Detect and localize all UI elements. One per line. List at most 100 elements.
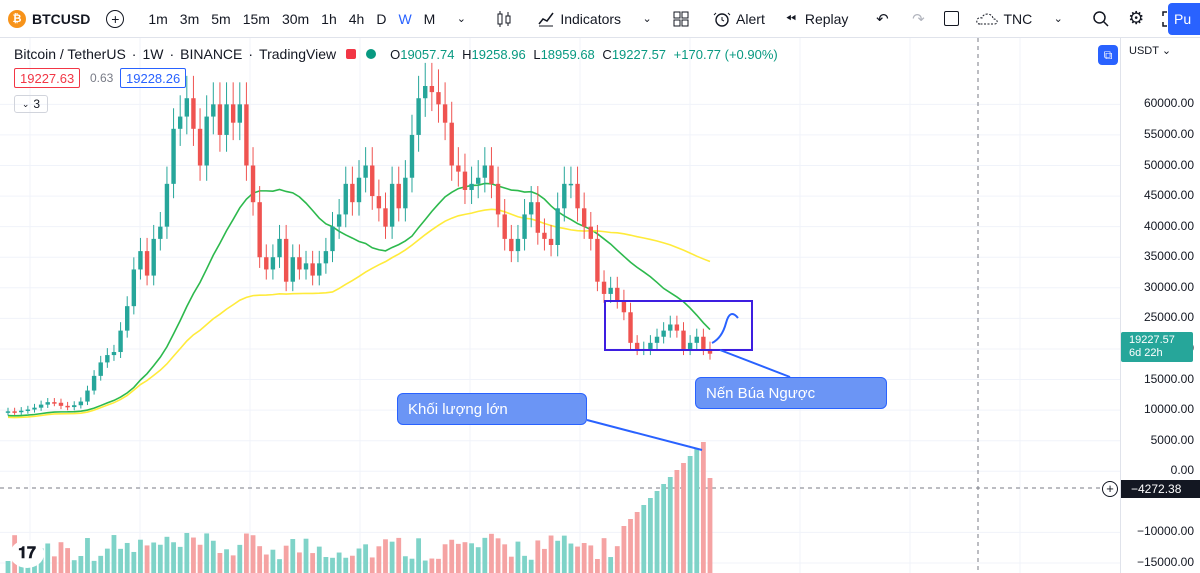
chart-type-button[interactable] (487, 0, 521, 38)
undo-button[interactable]: ↶ (864, 0, 900, 38)
candlesticks (5, 62, 713, 416)
candle-body (476, 177, 481, 184)
volume-bar (588, 545, 594, 573)
symbol-name: BTCUSD (32, 10, 91, 27)
candle-body (528, 202, 534, 215)
alarm-clock-icon (713, 12, 731, 27)
candle-body (270, 257, 276, 270)
add-crosshair-icon[interactable]: + (1102, 481, 1118, 497)
publish-button[interactable]: Pu (1168, 3, 1200, 35)
indicators-icon (538, 12, 554, 26)
market-closed-icon (346, 49, 357, 59)
volume-bar (65, 548, 71, 573)
candle-body (204, 116, 209, 166)
gear-icon: ⚙ (1128, 8, 1145, 28)
ask-price[interactable]: 19228.26 (120, 68, 187, 88)
layout-dropdown[interactable]: ⌄ (1040, 0, 1076, 38)
timeframe-5m[interactable]: 5m (211, 10, 231, 27)
volume-bar (469, 543, 474, 573)
volume-bar (157, 544, 163, 573)
candle-body (409, 134, 415, 178)
rewind-icon: ⏪︎ (785, 10, 797, 26)
layouts-button[interactable] (665, 0, 697, 38)
replay-button[interactable]: ⏪︎ Replay (773, 0, 857, 38)
volume-bar (548, 535, 554, 573)
volume-bar (118, 548, 123, 573)
volume-bar (667, 477, 673, 573)
candle-body (336, 214, 342, 227)
volume-callout-pointer (586, 419, 703, 451)
candle-body (389, 183, 395, 227)
candle-body (548, 238, 554, 245)
price-tick: 30000.00 (1143, 279, 1194, 294)
volume-callout[interactable]: Khối lượng lớn (397, 393, 587, 425)
candle-body (171, 128, 176, 184)
candle-body (356, 177, 362, 203)
search-button[interactable] (1084, 0, 1118, 38)
layout-name-button[interactable]: TNC (967, 0, 1040, 38)
volume-bar (224, 549, 229, 573)
volume-bar (482, 537, 488, 573)
candle-body (191, 98, 196, 129)
volume-bar (204, 533, 210, 573)
candle-body (111, 352, 117, 356)
price-tick: 0.00 (1170, 463, 1194, 478)
candle-body (681, 330, 686, 349)
sync-chart-icon[interactable]: ⧉ (1098, 45, 1118, 65)
volume-bar (542, 548, 547, 573)
volume-bar (581, 543, 587, 573)
price-tick: 5000.00 (1150, 432, 1194, 447)
candle-body (58, 402, 64, 406)
alert-button[interactable]: Alert (705, 0, 773, 38)
candle-body (370, 165, 375, 197)
templates-dropdown[interactable]: ⌄ (629, 0, 665, 38)
timeframe-W[interactable]: W (398, 10, 412, 27)
tradingview-logo-icon[interactable]: 𝟏𝟕 (10, 540, 44, 568)
timeframe-D[interactable]: D (376, 10, 387, 27)
indicators-collapse-button[interactable]: ⌄ 3 (14, 95, 48, 113)
timeframe-3m[interactable]: 3m (179, 10, 200, 27)
candle-body (158, 226, 163, 239)
candle-body (648, 342, 653, 349)
volume-bar (363, 544, 369, 573)
candle-body (495, 183, 501, 215)
price-tick: 35000.00 (1143, 249, 1194, 264)
volume-bar (409, 558, 415, 573)
timeframe-4h[interactable]: 4h (348, 10, 365, 27)
redo-button[interactable]: ↷ (900, 0, 936, 38)
fullscreen-layout-button[interactable] (936, 0, 967, 38)
timeframe-1h[interactable]: 1h (321, 10, 337, 27)
indicators-button[interactable]: Indicators (529, 0, 629, 38)
candle-body (442, 104, 448, 123)
timeframe-dropdown[interactable]: ⌄ (443, 0, 479, 38)
volume-bar (71, 560, 77, 573)
chart-grid (0, 38, 1120, 573)
compare-symbol-button[interactable]: + (98, 0, 132, 38)
hammer-callout[interactable]: Nến Búa Ngược (695, 377, 887, 409)
candle-body (436, 92, 441, 105)
volume-bar (349, 555, 355, 573)
timeframe-1m[interactable]: 1m (148, 10, 168, 27)
currency-selector[interactable]: USDT ⌄ (1129, 44, 1171, 57)
ohlc-values: O19057.74 H19258.96 L18959.68 C19227.57 … (390, 46, 778, 62)
volume-bar (336, 552, 342, 573)
volume-bar (58, 542, 64, 573)
candle-body (197, 128, 203, 166)
symbol-search[interactable]: ₿ BTCUSD (0, 0, 98, 38)
legend-title: Bitcoin / TetherUS (14, 46, 126, 62)
bid-price[interactable]: 19227.63 (14, 68, 81, 88)
candle-body (297, 257, 302, 270)
settings-button[interactable]: ⚙ (1118, 0, 1154, 38)
timeframe-30m[interactable]: 30m (281, 10, 310, 27)
candle-body (376, 196, 382, 209)
candle-body (237, 104, 242, 123)
volume-bar (522, 555, 527, 573)
candle-body (264, 257, 269, 270)
timeframe-15m[interactable]: 15m (242, 10, 270, 27)
timeframe-M[interactable]: M (423, 10, 436, 27)
ma-fast-line (7, 182, 711, 417)
price-chart[interactable] (0, 38, 1120, 573)
candle-body (416, 98, 421, 135)
volume-bar (283, 545, 289, 573)
candle-body (277, 238, 282, 258)
